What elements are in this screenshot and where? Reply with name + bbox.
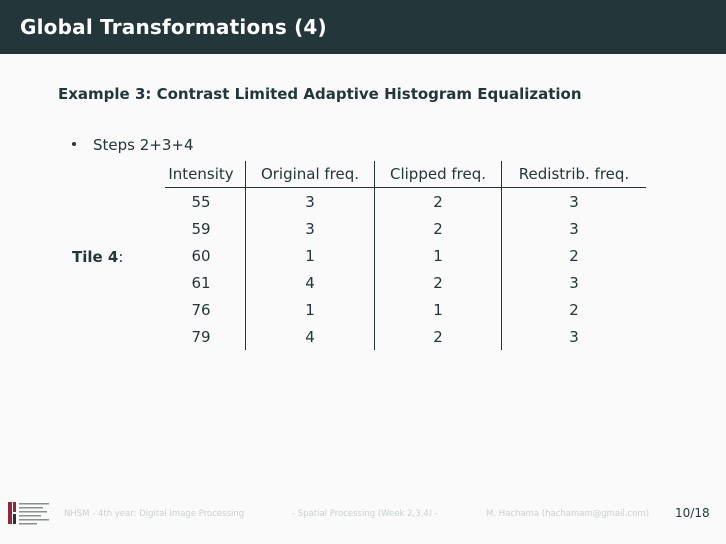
- cell-redistrib: 2: [501, 296, 646, 323]
- slide-subtitle: Example 3: Contrast Limited Adaptive His…: [58, 85, 582, 103]
- cell-redistrib: 3: [501, 187, 646, 215]
- cell-original: 3: [245, 215, 375, 242]
- table-row: 79 4 2 3: [165, 323, 646, 350]
- tile-label: Tile 4:: [72, 248, 123, 266]
- table-row: 60 1 1 2: [165, 242, 646, 269]
- table-row: 61 4 2 3: [165, 269, 646, 296]
- cell-intensity: 61: [191, 273, 211, 292]
- table-row: 76 1 1 2: [165, 296, 646, 323]
- cell-clipped: 1: [374, 296, 502, 323]
- bullet-icon: [72, 141, 76, 146]
- cell-original: 1: [245, 242, 375, 269]
- slide-title: Global Transformations (4): [20, 15, 327, 39]
- cell-original: 1: [245, 296, 375, 323]
- cell-clipped: 2: [374, 269, 502, 296]
- footer-topic: - Spatial Processing (Week 2,3,4) -: [292, 509, 438, 519]
- cell-redistrib: 3: [501, 215, 646, 242]
- cell-redistrib: 3: [501, 323, 646, 350]
- footer-author: M. Hachama (hachamam@gmail.com): [486, 509, 650, 519]
- cell-original: 3: [245, 187, 375, 215]
- cell-intensity: 59: [191, 219, 211, 238]
- cell-intensity: 79: [191, 327, 211, 346]
- cell-original: 4: [245, 269, 375, 296]
- tile-label-colon: :: [118, 248, 124, 266]
- cell-redistrib: 2: [501, 242, 646, 269]
- title-bar: Global Transformations (4): [0, 0, 726, 54]
- cell-clipped: 1: [374, 242, 502, 269]
- cell-redistrib: 3: [501, 269, 646, 296]
- cell-intensity: 60: [191, 246, 211, 265]
- footer-course: NHSM - 4th year: Digital Image Processin…: [64, 509, 245, 519]
- school-logo-icon: [8, 502, 49, 525]
- cell-intensity: 55: [191, 192, 211, 211]
- cell-original: 4: [245, 323, 375, 350]
- table-header-row: Intensity Original freq. Clipped freq. R…: [165, 161, 646, 188]
- cell-clipped: 2: [374, 323, 502, 350]
- frequency-table: Intensity Original freq. Clipped freq. R…: [165, 161, 646, 350]
- header-clipped-freq: Clipped freq.: [374, 161, 502, 188]
- bullet-item: Steps 2+3+4: [72, 136, 194, 154]
- bullet-text: Steps 2+3+4: [93, 136, 194, 154]
- header-redistrib-freq: Redistrib. freq.: [501, 161, 646, 188]
- table-row: 59 3 2 3: [165, 215, 646, 242]
- tile-label-text: Tile 4: [72, 248, 119, 266]
- page-number: 10/18: [675, 506, 710, 520]
- header-original-freq: Original freq.: [245, 161, 375, 188]
- header-intensity: Intensity: [165, 161, 246, 188]
- table-row: 55 3 2 3: [165, 187, 646, 215]
- cell-clipped: 2: [374, 215, 502, 242]
- cell-clipped: 2: [374, 187, 502, 215]
- cell-intensity: 76: [191, 300, 211, 319]
